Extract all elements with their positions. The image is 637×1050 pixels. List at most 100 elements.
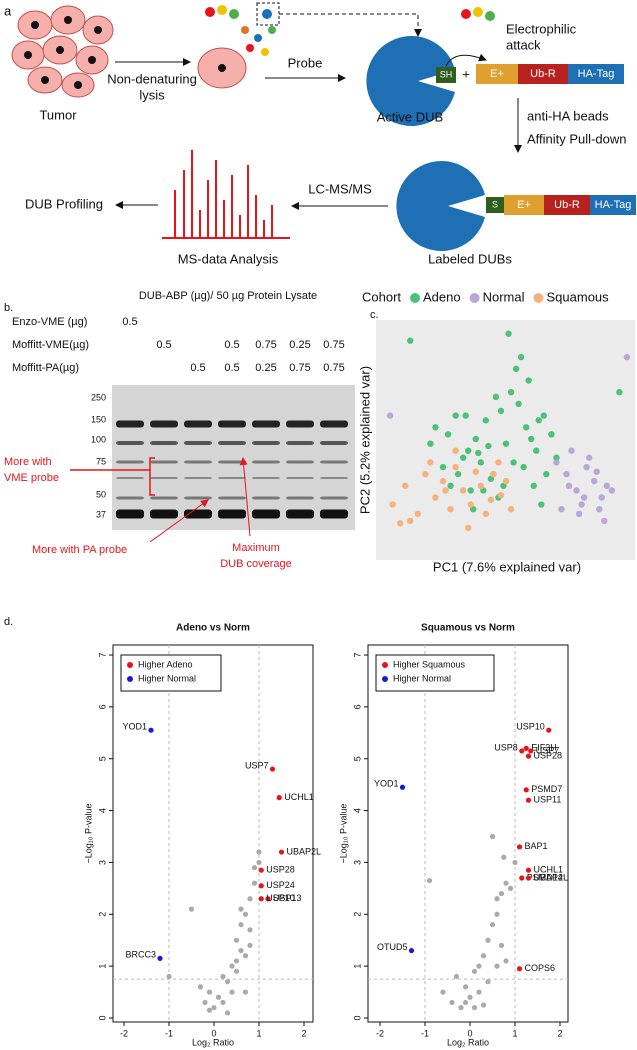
point bbox=[516, 844, 523, 850]
point-label: UCHL1 bbox=[284, 792, 314, 802]
point bbox=[258, 883, 264, 889]
point bbox=[396, 520, 404, 527]
point bbox=[507, 389, 515, 396]
x-axis-label: Log₂ Ratio bbox=[192, 1037, 234, 1047]
point bbox=[197, 984, 204, 990]
y-tick-label: 1 bbox=[352, 964, 362, 969]
band bbox=[320, 460, 348, 464]
y-axis-label: −Log₁₀ P-value bbox=[83, 803, 93, 863]
point bbox=[495, 459, 502, 466]
proteins bbox=[461, 7, 495, 21]
band bbox=[116, 460, 144, 464]
nuclei bbox=[24, 16, 102, 89]
band bbox=[150, 496, 178, 500]
point bbox=[247, 896, 253, 902]
point bbox=[558, 506, 565, 513]
band bbox=[184, 477, 212, 479]
marker: 50 bbox=[96, 489, 106, 499]
point-label: YOD1 bbox=[374, 779, 399, 789]
point bbox=[477, 482, 484, 489]
point bbox=[512, 365, 520, 372]
point bbox=[408, 947, 415, 954]
point bbox=[585, 454, 593, 461]
point bbox=[229, 963, 235, 969]
band bbox=[320, 496, 348, 500]
point bbox=[502, 477, 510, 485]
point bbox=[229, 989, 235, 995]
cell: 0.5 bbox=[190, 362, 205, 374]
point bbox=[407, 517, 414, 525]
y-tick-label: 6 bbox=[97, 704, 107, 709]
band bbox=[218, 509, 246, 519]
point bbox=[471, 1005, 478, 1011]
x-tick-label: 2 bbox=[557, 1028, 562, 1038]
point bbox=[475, 449, 482, 457]
point bbox=[535, 417, 542, 424]
band bbox=[252, 496, 280, 500]
x-tick-label: 0 bbox=[211, 1028, 216, 1038]
point bbox=[583, 463, 590, 471]
annotation: DUB coverage bbox=[220, 558, 292, 570]
band bbox=[116, 509, 144, 519]
annotation: More with bbox=[4, 456, 52, 468]
label: E+ bbox=[517, 199, 531, 211]
point bbox=[503, 958, 509, 964]
point bbox=[485, 979, 491, 985]
point bbox=[422, 470, 429, 478]
y-tick-label: 2 bbox=[352, 912, 362, 917]
band bbox=[184, 420, 212, 428]
point bbox=[525, 875, 532, 881]
arrow bbox=[149, 499, 209, 543]
band bbox=[252, 460, 280, 464]
point bbox=[485, 442, 492, 450]
y-tick-label: 5 bbox=[97, 756, 107, 761]
point bbox=[573, 487, 580, 494]
label: HA-Tag bbox=[578, 68, 615, 80]
point bbox=[494, 963, 500, 969]
label: S bbox=[492, 199, 498, 209]
x-tick-label: 1 bbox=[256, 1028, 261, 1038]
legend-box bbox=[120, 654, 222, 692]
point bbox=[467, 501, 474, 508]
point bbox=[442, 487, 449, 494]
point bbox=[494, 896, 500, 902]
point bbox=[525, 797, 532, 803]
chart-title: Adeno vs Norm bbox=[176, 623, 250, 634]
s-box bbox=[486, 197, 504, 213]
band bbox=[252, 441, 280, 445]
point bbox=[465, 524, 472, 532]
cell: 0.25 bbox=[289, 339, 310, 351]
point bbox=[454, 470, 462, 478]
point-label: UCHL1 bbox=[534, 865, 564, 875]
point bbox=[492, 393, 500, 401]
cell: 0.5 bbox=[224, 362, 239, 374]
cell: 0.75 bbox=[255, 339, 276, 351]
point bbox=[540, 412, 547, 419]
plot-bg bbox=[376, 320, 635, 560]
plot-frame bbox=[367, 644, 569, 1023]
point bbox=[522, 424, 530, 431]
band bbox=[184, 441, 212, 445]
marker: 75 bbox=[96, 456, 106, 466]
arrow bbox=[239, 457, 251, 537]
point-label: USP11 bbox=[534, 795, 562, 805]
panel-label: b. bbox=[4, 302, 13, 314]
point bbox=[265, 896, 271, 902]
point bbox=[256, 849, 262, 855]
point-label: OTUD5 bbox=[377, 942, 408, 952]
point bbox=[568, 447, 575, 454]
point bbox=[258, 867, 264, 873]
y-tick-label: 1 bbox=[97, 964, 107, 969]
band bbox=[184, 496, 212, 500]
band bbox=[218, 496, 246, 500]
point bbox=[603, 482, 610, 489]
point bbox=[515, 400, 522, 408]
point bbox=[432, 424, 439, 431]
point bbox=[251, 865, 258, 871]
point bbox=[166, 973, 172, 980]
point bbox=[233, 968, 240, 974]
point bbox=[489, 922, 496, 928]
cell: 0.25 bbox=[255, 362, 276, 374]
x-tick-label: -1 bbox=[165, 1028, 173, 1038]
marker: 100 bbox=[91, 434, 106, 444]
